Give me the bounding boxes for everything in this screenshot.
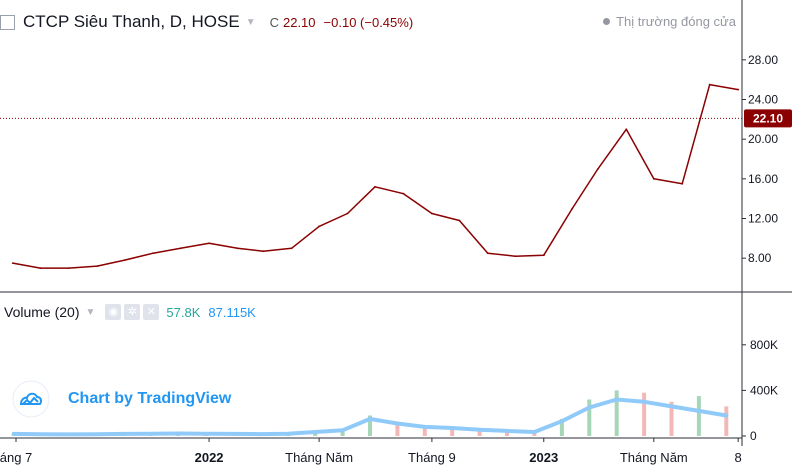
volume-ma-value: 87.115K	[208, 304, 256, 320]
close-label: C	[269, 14, 279, 30]
price-point	[431, 212, 433, 215]
volume-bar	[368, 415, 372, 436]
price-point	[402, 192, 405, 195]
volume-bar	[614, 390, 619, 436]
time-tick-label: 2023	[529, 450, 558, 465]
price-point	[625, 128, 628, 131]
price-point	[290, 247, 293, 250]
time-tick-label: áng 7	[0, 450, 32, 465]
price-point	[486, 252, 489, 255]
price-point	[123, 259, 126, 261]
price-point	[262, 250, 265, 253]
last-price-text: 22.10	[753, 111, 783, 125]
close-value: 22.10	[282, 14, 316, 30]
close-icon[interactable]: ✕	[143, 304, 160, 320]
volume-bar	[724, 406, 729, 436]
volume-value: 57.8K	[166, 304, 201, 320]
price-point	[152, 252, 155, 255]
last-price-label: 22.10	[744, 109, 792, 128]
volume-axis-ticks: 0 400K 800K	[742, 338, 778, 443]
market-status-text: Thị trường đóng cửa	[616, 14, 736, 29]
volume-bar	[642, 392, 647, 436]
volume-bar	[669, 401, 674, 436]
price-point	[571, 207, 574, 210]
settings-icon[interactable]: ✲	[124, 304, 141, 320]
price-point	[318, 225, 320, 228]
time-tick-label: Tháng Năm	[620, 450, 688, 465]
price-point	[346, 212, 349, 215]
volume-bar	[696, 396, 701, 436]
price-axis-ticks: 8.00 12.00 16.00 20.00 24.00 28.00	[742, 53, 778, 265]
volume-tick-label: 0	[750, 429, 757, 443]
price-point	[39, 267, 42, 269]
price-point	[652, 177, 655, 180]
volume-ma-line	[11, 397, 729, 437]
price-point	[708, 83, 711, 86]
price-point	[737, 88, 740, 91]
time-tick-label: Tháng Năm	[285, 450, 353, 465]
price-point	[458, 219, 461, 222]
volume-bar	[395, 422, 400, 436]
volume-bar	[559, 418, 564, 436]
volume-bar	[505, 431, 509, 436]
price-point	[67, 267, 70, 269]
symbol-legend: CTCP Siêu Thanh, D, HOSE ▼ C 22.10 −0.10…	[0, 8, 421, 36]
price-point	[542, 254, 545, 257]
market-status: Thị trường đóng cửa	[603, 14, 736, 29]
status-dot-icon	[603, 18, 611, 25]
price-tick-label: 24.00	[748, 93, 778, 107]
price-point	[374, 185, 376, 188]
volume-bar	[450, 428, 455, 436]
price-point	[597, 168, 599, 170]
price-tick-label: 28.00	[748, 53, 778, 67]
volume-bar	[587, 399, 592, 436]
symbol-title[interactable]: CTCP Siêu Thanh, D, HOSE	[23, 12, 240, 31]
price-point	[179, 247, 182, 250]
symbol-square-icon[interactable]	[0, 14, 15, 30]
price-point	[11, 262, 14, 264]
price-point	[514, 255, 517, 258]
volume-bar	[532, 432, 537, 436]
price-line	[12, 83, 739, 269]
price-point	[96, 265, 99, 267]
price-point	[236, 247, 239, 250]
price-tick-label: 8.00	[748, 251, 772, 265]
price-tick-label: 16.00	[748, 172, 778, 186]
watermark-text: Chart by TradingView	[68, 390, 232, 407]
time-tick-label: Tháng 9	[408, 450, 456, 465]
volume-tick-label: 800K	[750, 338, 778, 352]
tradingview-watermark[interactable]: Chart by TradingView	[12, 380, 232, 418]
price-tick-label: 20.00	[748, 132, 778, 146]
price-change: −0.10 (−0.45%)	[323, 14, 414, 30]
volume-bar	[422, 426, 427, 436]
volume-title[interactable]: Volume (20)	[4, 304, 80, 320]
time-tick-label: 2022	[195, 450, 224, 465]
time-axis-ticks: áng 7 2022 Tháng Năm Tháng 9 2023 Tháng Năm 8	[0, 438, 742, 465]
price-point	[208, 242, 211, 245]
time-tick-label: 8	[735, 450, 742, 465]
volume-bar	[340, 429, 345, 436]
price-point	[681, 182, 684, 185]
volume-tick-label: 400K	[750, 383, 778, 397]
volume-legend: Volume (20) ▼ ◉ ✲ ✕ 57.8K 87.115K	[4, 302, 256, 322]
price-tick-label: 12.00	[748, 212, 778, 226]
last-price-badge	[744, 109, 792, 128]
chevron-down-icon[interactable]: ▼	[85, 306, 96, 318]
cloud-icon	[12, 380, 50, 418]
volume-bar	[477, 430, 482, 436]
chevron-down-icon[interactable]: ▼	[245, 16, 256, 28]
eye-icon[interactable]: ◉	[105, 304, 122, 320]
